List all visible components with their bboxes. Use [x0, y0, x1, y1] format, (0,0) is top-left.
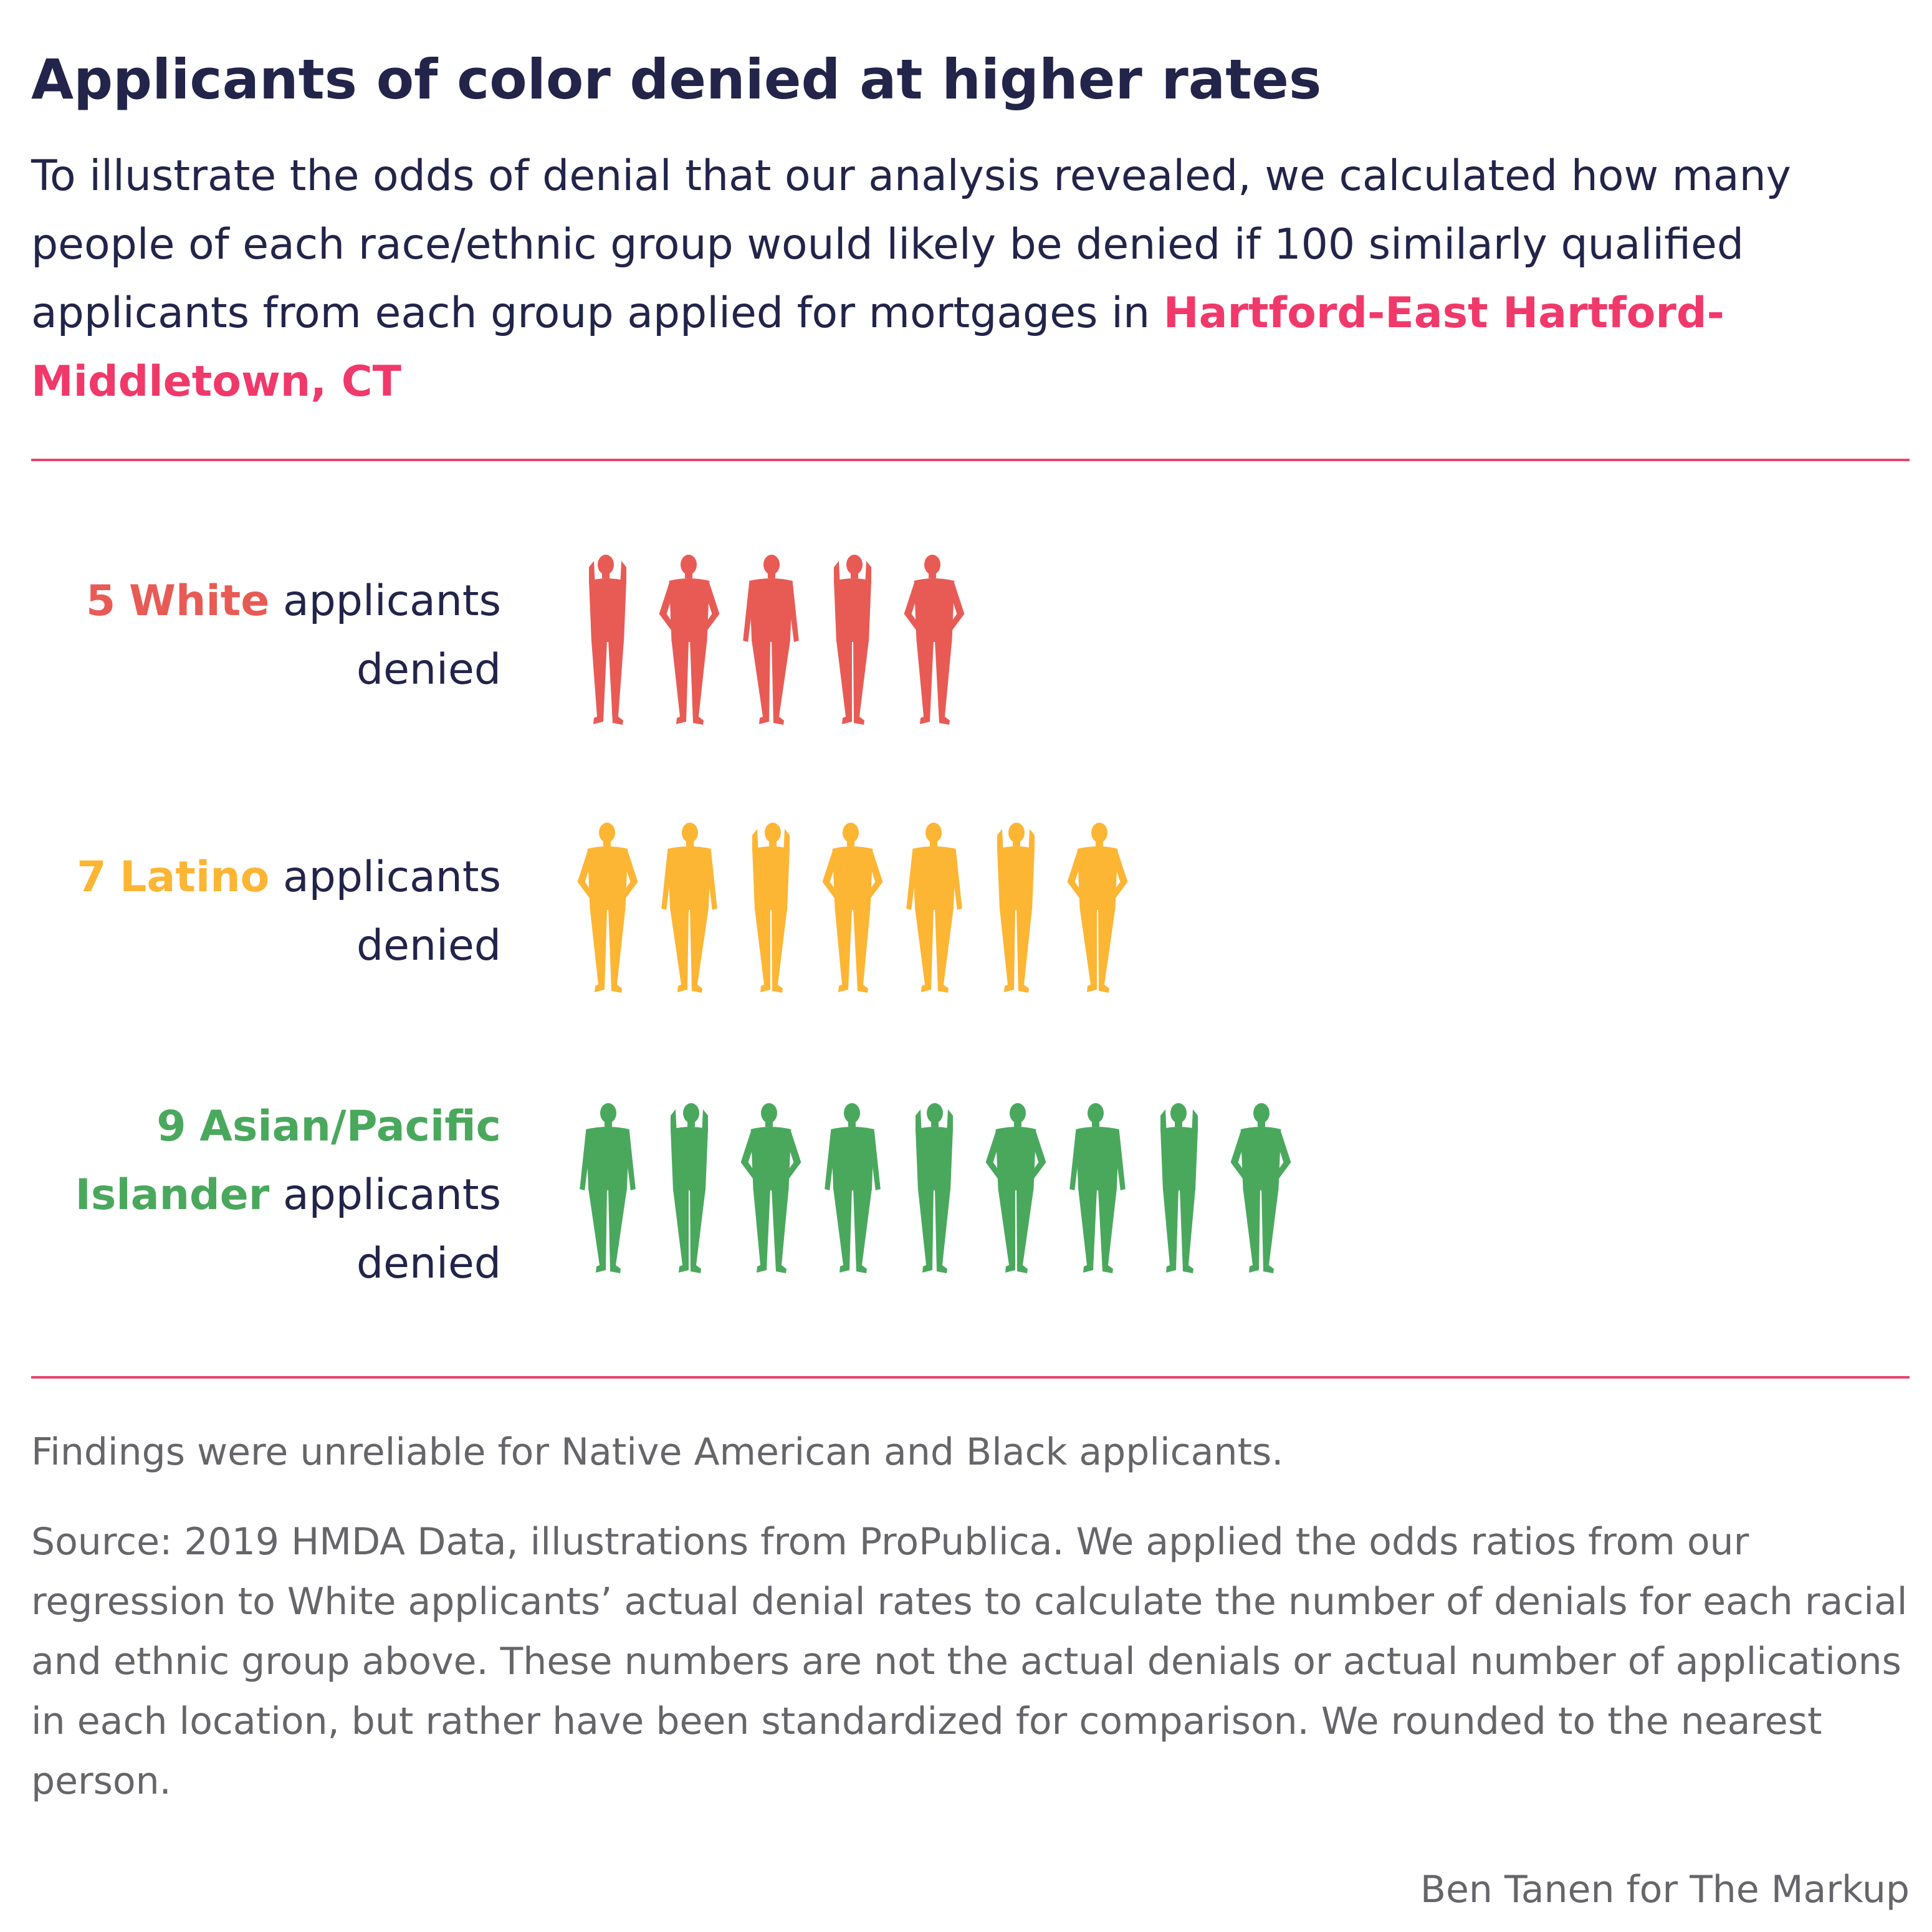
- bottom-divider: [31, 1376, 1910, 1379]
- row-label-suffix: applicants: [282, 576, 501, 626]
- row-group-latino: Latino: [120, 853, 270, 902]
- row-count-white: 5: [86, 576, 116, 626]
- person-icon: [740, 1103, 801, 1273]
- row-group-white: White: [128, 576, 270, 626]
- person-icon: [659, 555, 720, 725]
- subtitle-text: To illustrate the odds of denial that ou…: [31, 151, 1791, 338]
- person-icon: [1160, 1103, 1198, 1273]
- row-label-suffix: applicants: [282, 853, 501, 902]
- person-icon: [671, 1103, 708, 1273]
- person-icon: [997, 823, 1035, 993]
- row-label-suffix: applicants: [282, 1170, 501, 1220]
- person-icon: [985, 1103, 1046, 1273]
- source-note: Source: 2019 HMDA Data, illustrations fr…: [31, 1520, 1908, 1803]
- person-icon: [1069, 1103, 1126, 1273]
- row-group-asian-pacific-islander: Asian/Pacific: [199, 1102, 501, 1151]
- person-icon: [916, 1103, 953, 1273]
- person-icon: [1067, 823, 1128, 993]
- person-icon: [743, 555, 799, 725]
- person-icon: [580, 1103, 636, 1273]
- person-icon: [589, 555, 626, 725]
- row-label-end: denied: [356, 1239, 501, 1288]
- credit-line: Ben Tanen for The Markup: [1420, 1868, 1910, 1911]
- person-icon: [825, 1103, 881, 1273]
- row-label-end: denied: [356, 921, 501, 970]
- row-label-asian-pacific-islander: 9 Asian/Pacific Islander applicants deni…: [75, 1093, 501, 1298]
- row-label-white: 5 White applicants denied: [86, 567, 501, 704]
- row-group-asian-pacific-islander-cont: Islander: [75, 1170, 270, 1220]
- person-icon: [577, 823, 638, 993]
- row-count-latino: 7: [77, 853, 107, 902]
- person-icon: [1230, 1103, 1291, 1273]
- person-icon: [661, 823, 717, 993]
- row-label-latino: 7 Latino applicants denied: [77, 843, 501, 980]
- row-count-asian-pacific-islander: 9: [156, 1102, 186, 1151]
- metro-area-name: Hartford-East Hartford-Middletown, CT: [31, 289, 1724, 406]
- footnote: Findings were unreliable for Native Amer…: [31, 1430, 1284, 1474]
- top-divider: [31, 459, 1910, 461]
- person-icon: [906, 823, 962, 993]
- chart-title: Applicants of color denied at higher rat…: [31, 47, 1322, 112]
- person-icon: [834, 555, 871, 725]
- person-icon: [904, 555, 965, 725]
- row-label-end: denied: [356, 645, 501, 694]
- person-icon: [752, 823, 790, 993]
- person-icon: [822, 823, 883, 993]
- chart-subtitle: To illustrate the odds of denial that ou…: [31, 142, 1913, 416]
